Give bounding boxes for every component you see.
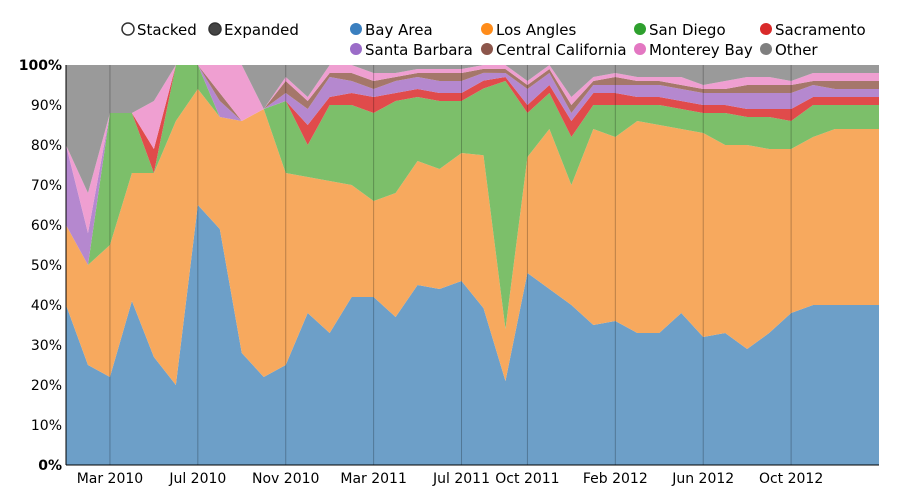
y-tick-label: 50% [31, 258, 62, 274]
legend-item-monterey-bay[interactable]: Monterey Bay [634, 41, 753, 59]
legend-swatch-los-angles[interactable] [481, 23, 493, 35]
legend-swatch-monterey-bay[interactable] [634, 43, 646, 55]
legend-label-los-angles[interactable]: Los Angles [496, 21, 577, 39]
y-tick-label: 60% [31, 218, 62, 234]
stacked-control[interactable]: Stacked [121, 21, 197, 39]
legend-swatch-bay-area[interactable] [350, 23, 362, 35]
legend-swatch-sacramento[interactable] [760, 23, 772, 35]
legend-swatch-santa-barbara[interactable] [350, 43, 362, 55]
y-axis: 0% 10% 20% 30% 40% 50% 60% 70% 80% 90% 100% [19, 58, 67, 474]
x-tick-label: Jul 2011 [432, 471, 490, 487]
legend-label-central-california[interactable]: Central California [496, 41, 627, 59]
y-tick-label: 40% [31, 298, 62, 314]
y-tick-label: 80% [31, 138, 62, 154]
legend-swatch-san-diego[interactable] [634, 23, 646, 35]
legend-label-bay-area[interactable]: Bay Area [365, 21, 433, 39]
expanded-radio-icon[interactable] [208, 22, 222, 36]
legend-swatch-other[interactable] [760, 43, 772, 55]
y-tick-label: 30% [31, 338, 62, 354]
x-tick-label: Nov 2010 [252, 471, 319, 487]
legend-label-monterey-bay[interactable]: Monterey Bay [649, 41, 753, 59]
legend-item-bay-area[interactable]: Bay Area [350, 21, 433, 39]
x-tick-label: Mar 2010 [77, 471, 144, 487]
x-tick-label: Jul 2010 [168, 471, 226, 487]
legend-item-other[interactable]: Other [760, 41, 818, 59]
x-tick-label: Jun 2012 [671, 471, 734, 487]
area-monterey-bay[interactable] [66, 65, 879, 233]
y-tick-label: 20% [31, 378, 62, 394]
legend: Bay Area Los Angles San Diego Sacramento… [350, 21, 866, 59]
legend-item-santa-barbara[interactable]: Santa Barbara [350, 41, 473, 59]
stacked-label[interactable]: Stacked [137, 21, 197, 39]
legend-label-san-diego[interactable]: San Diego [649, 21, 726, 39]
x-tick-label: Feb 2012 [583, 471, 648, 487]
area-bay-area[interactable] [66, 205, 879, 465]
expanded-label[interactable]: Expanded [224, 21, 299, 39]
area-san-diego[interactable] [66, 65, 879, 329]
legend-swatch-central-california[interactable] [481, 43, 493, 55]
y-tick-label: 90% [31, 98, 62, 114]
legend-item-central-california[interactable]: Central California [481, 41, 627, 59]
legend-label-santa-barbara[interactable]: Santa Barbara [365, 41, 473, 59]
legend-label-sacramento[interactable]: Sacramento [775, 21, 866, 39]
legend-label-other[interactable]: Other [775, 41, 818, 59]
x-tick-label: Oct 2011 [495, 471, 559, 487]
area-other[interactable] [66, 65, 879, 193]
legend-item-los-angles[interactable]: Los Angles [481, 21, 577, 39]
legend-item-san-diego[interactable]: San Diego [634, 21, 726, 39]
stacked-radio-icon[interactable] [121, 22, 135, 36]
y-tick-label: 10% [31, 418, 62, 434]
x-tick-label: Oct 2012 [759, 471, 823, 487]
area-los-angles[interactable] [66, 89, 879, 385]
chart-areas [66, 65, 879, 465]
x-tick-label: Mar 2011 [340, 471, 407, 487]
y-tick-label: 0% [38, 458, 62, 474]
y-tick-label: 100% [19, 58, 62, 74]
legend-item-sacramento[interactable]: Sacramento [760, 21, 866, 39]
x-axis: Mar 2010 Jul 2010 Nov 2010 Mar 2011 Jul 2011… [66, 65, 879, 487]
y-tick-label: 70% [31, 178, 62, 194]
expanded-control[interactable]: Expanded [208, 21, 299, 39]
